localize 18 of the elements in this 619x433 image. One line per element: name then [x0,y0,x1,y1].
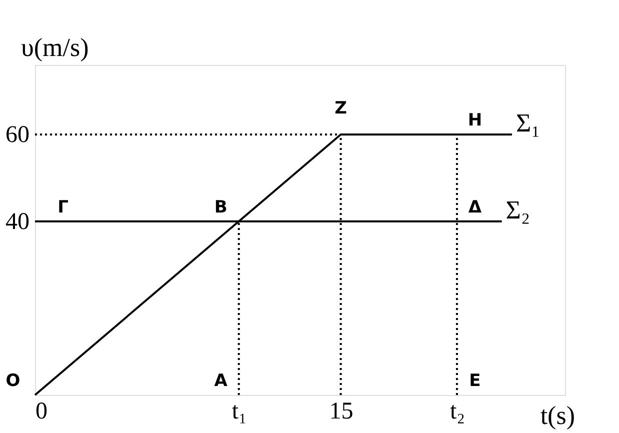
annotation: Γ [58,197,69,218]
y-tick-label: 60 [6,122,30,148]
y-axis-title: υ(m/s) [21,33,89,62]
annotation: A [214,371,228,391]
series-label: Σ₂ [506,195,530,224]
y-tick-label: 40 [6,208,30,235]
annotation: E [469,371,481,391]
series-label: Σ₁ [516,108,540,138]
x-tick-label: 0 [36,398,48,424]
annotation: Z [334,98,347,118]
x-tick-label: t₂ [450,398,465,424]
annotation: H [468,110,482,130]
x-tick-label: t₁ [232,398,247,424]
annotation: B [214,197,228,218]
x-tick-label: 15 [329,398,354,424]
annotation: O [6,371,20,391]
annotation: Δ [468,197,482,218]
x-axis-title: t(s) [540,401,575,430]
